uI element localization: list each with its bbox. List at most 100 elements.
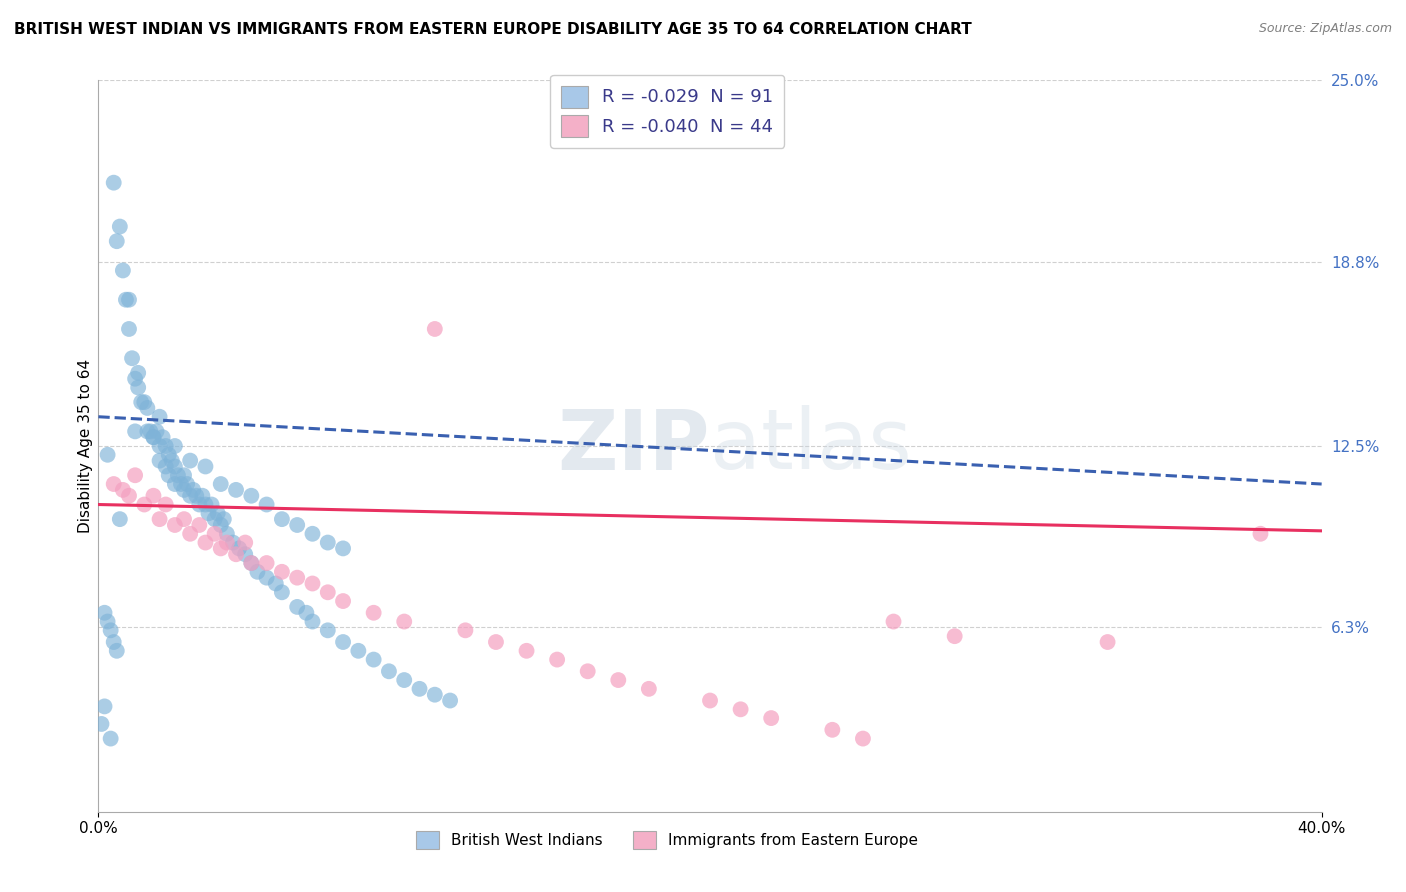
Point	[134, 498, 156, 512]
Point	[454, 624, 477, 638]
Point	[105, 234, 128, 248]
Point	[256, 571, 278, 585]
Point	[699, 693, 721, 707]
Point	[181, 483, 204, 497]
Y-axis label: Disability Age 35 to 64: Disability Age 35 to 64	[77, 359, 93, 533]
Point	[103, 477, 125, 491]
Point	[852, 731, 875, 746]
Point	[191, 489, 214, 503]
Point	[363, 652, 385, 666]
Point	[157, 448, 180, 462]
Point	[264, 576, 287, 591]
Point	[204, 526, 226, 541]
Point	[118, 489, 141, 503]
Point	[332, 635, 354, 649]
Point	[222, 535, 245, 549]
Point	[204, 512, 226, 526]
Point	[215, 535, 238, 549]
Point	[149, 512, 172, 526]
Point	[103, 635, 125, 649]
Point	[423, 322, 446, 336]
Point	[186, 489, 208, 503]
Point	[316, 585, 339, 599]
Point	[197, 506, 219, 520]
Point	[439, 693, 461, 707]
Point	[285, 599, 308, 614]
Point	[194, 498, 217, 512]
Point	[295, 606, 318, 620]
Point	[576, 665, 599, 679]
Point	[285, 518, 308, 533]
Point	[118, 322, 141, 336]
Point	[111, 483, 134, 497]
Point	[246, 565, 269, 579]
Point	[730, 702, 752, 716]
Point	[207, 506, 229, 520]
Point	[173, 468, 195, 483]
Point	[111, 263, 134, 277]
Legend: British West Indians, Immigrants from Eastern Europe: British West Indians, Immigrants from Ea…	[411, 824, 925, 855]
Point	[93, 699, 115, 714]
Point	[256, 498, 278, 512]
Point	[943, 629, 966, 643]
Point	[108, 219, 131, 234]
Point	[209, 541, 232, 556]
Point	[118, 293, 141, 307]
Point	[408, 681, 430, 696]
Point	[233, 535, 256, 549]
Point	[637, 681, 661, 696]
Point	[157, 468, 180, 483]
Point	[149, 453, 172, 467]
Point	[127, 366, 149, 380]
Point	[485, 635, 508, 649]
Text: Source: ZipAtlas.com: Source: ZipAtlas.com	[1258, 22, 1392, 36]
Point	[270, 512, 292, 526]
Point	[163, 459, 186, 474]
Point	[516, 644, 538, 658]
Point	[225, 547, 247, 561]
Point	[97, 448, 120, 462]
Point	[240, 556, 263, 570]
Point	[240, 489, 263, 503]
Point	[105, 644, 128, 658]
Point	[100, 624, 122, 638]
Point	[347, 644, 370, 658]
Point	[163, 518, 186, 533]
Point	[134, 395, 156, 409]
Point	[179, 489, 201, 503]
Point	[179, 453, 201, 467]
Point	[209, 518, 232, 533]
Point	[228, 541, 250, 556]
Point	[127, 380, 149, 394]
Point	[142, 430, 165, 444]
Point	[170, 477, 193, 491]
Point	[316, 624, 339, 638]
Point	[149, 439, 172, 453]
Text: ZIP: ZIP	[558, 406, 710, 486]
Point	[188, 518, 211, 533]
Point	[124, 425, 146, 439]
Point	[759, 711, 782, 725]
Point	[167, 468, 190, 483]
Point	[332, 594, 354, 608]
Point	[332, 541, 354, 556]
Point	[256, 556, 278, 570]
Point	[129, 395, 152, 409]
Point	[115, 293, 138, 307]
Point	[301, 615, 323, 629]
Point	[270, 565, 292, 579]
Point	[163, 477, 186, 491]
Point	[136, 425, 159, 439]
Point	[173, 512, 195, 526]
Point	[188, 498, 211, 512]
Point	[423, 688, 446, 702]
Point	[546, 652, 568, 666]
Point	[160, 453, 183, 467]
Point	[176, 477, 198, 491]
Point	[121, 351, 143, 366]
Text: atlas: atlas	[710, 406, 911, 486]
Point	[97, 615, 120, 629]
Point	[301, 576, 323, 591]
Point	[194, 459, 217, 474]
Point	[607, 673, 630, 687]
